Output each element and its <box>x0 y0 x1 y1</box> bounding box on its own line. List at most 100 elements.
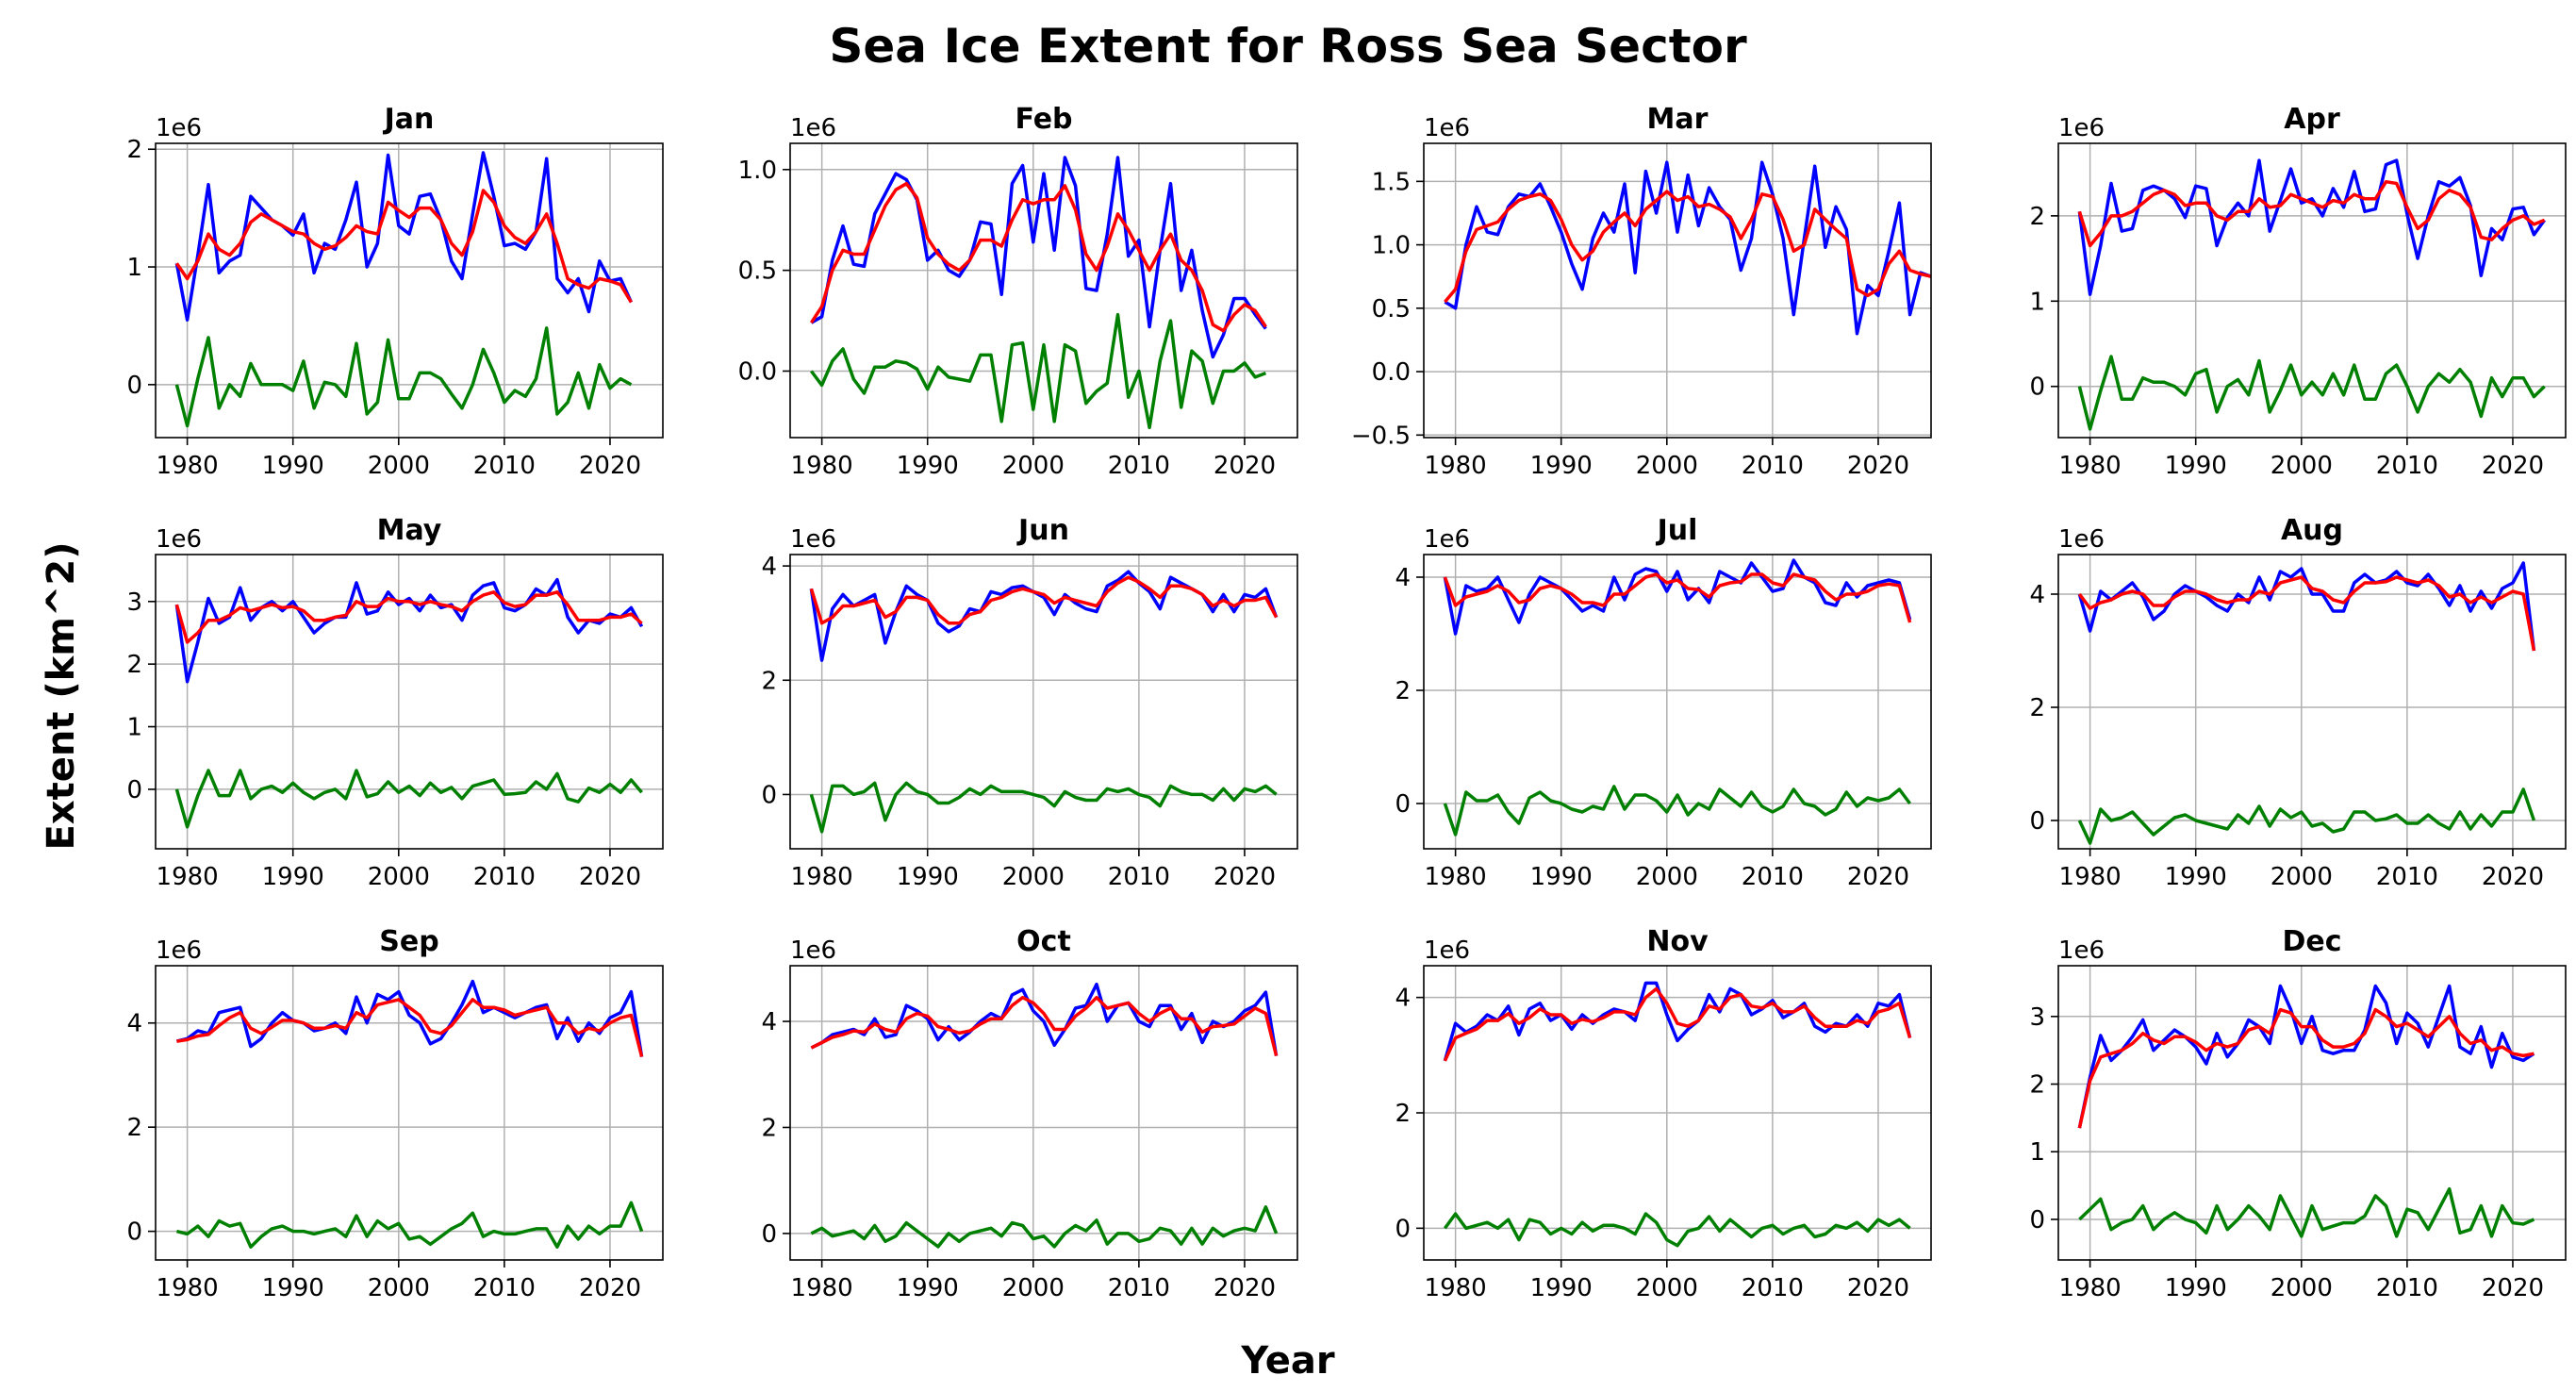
raw-line <box>1444 160 1932 336</box>
raw-line <box>2077 561 2536 652</box>
x-tick-label: 1980 <box>2059 452 2122 480</box>
smooth-line <box>2077 179 2546 248</box>
smooth-line <box>176 998 644 1058</box>
difference-line <box>174 769 643 829</box>
y-tick-label: 1.5 <box>1372 168 1411 196</box>
x-tick-label: 1990 <box>2165 452 2227 480</box>
x-tick-label: 2020 <box>2482 863 2544 891</box>
x-tick-label: 2010 <box>473 863 536 891</box>
x-tick-label: 1990 <box>262 1274 324 1302</box>
x-tick-label: 2000 <box>1636 452 1698 480</box>
y-tick-label: 2 <box>2029 1071 2045 1100</box>
x-tick-label: 1990 <box>1530 863 1593 891</box>
y-tick-label: 4 <box>1395 564 1411 592</box>
subplot-title: May <box>377 514 442 547</box>
subplot-mar: 1980 1990 2000 2010 2020 −0.5 0.0 0.5 1.0 1.5 1e6 M… <box>1351 103 1932 480</box>
x-tick-label: 2000 <box>368 1274 430 1302</box>
subplot-title: Apr <box>2284 103 2340 136</box>
x-tick-label: 1980 <box>1425 1274 1487 1302</box>
y-tick-label: 2 <box>1395 677 1411 705</box>
y-tick-label: 2 <box>126 136 142 164</box>
x-tick-label: 2020 <box>2482 1274 2544 1302</box>
y-tick-label: 0 <box>1395 1215 1411 1243</box>
subplot-jun: 1980 1990 2000 2010 2020 0 2 4 1e6 Jun <box>761 514 1298 891</box>
y-tick-label: 0 <box>2029 807 2045 836</box>
y-tick-label: 4 <box>761 553 777 581</box>
raw-line <box>174 151 633 322</box>
subplot-feb: 1980 1990 2000 2010 2020 0.0 0.5 1.0 1e6 Feb <box>738 103 1298 480</box>
y-offset-text: 1e6 <box>790 525 836 554</box>
y-tick-label: 2 <box>126 1114 142 1142</box>
difference-line <box>1443 1212 1911 1248</box>
x-tick-label: 1990 <box>1530 452 1593 480</box>
x-tick-label: 1980 <box>1425 452 1487 480</box>
axes-frame <box>2057 554 2567 850</box>
x-tick-label: 2010 <box>2376 452 2438 480</box>
subplot-title: Jun <box>1016 514 1069 547</box>
x-tick-label: 2010 <box>1108 452 1170 480</box>
x-tick-label: 1990 <box>2165 1274 2227 1302</box>
smooth-line <box>174 590 643 644</box>
x-tick-label: 2010 <box>1742 452 1804 480</box>
raw-line <box>1443 558 1912 636</box>
x-tick-label: 2020 <box>579 452 641 480</box>
y-offset-text: 1e6 <box>790 114 836 142</box>
x-tick-label: 2010 <box>1108 1274 1170 1302</box>
smooth-line <box>1443 986 1912 1062</box>
subplot-oct: 1980 1990 2000 2010 2020 0 2 4 1e6 Oct <box>761 925 1298 1302</box>
x-tick-label: 1990 <box>262 452 324 480</box>
x-tick-label: 2020 <box>579 1274 641 1302</box>
y-tick-label: 3 <box>2029 1003 2045 1032</box>
x-tick-label: 2010 <box>1108 863 1170 891</box>
y-tick-label: 0.0 <box>1372 358 1411 387</box>
subplot-sep: 1980 1990 2000 2010 2020 0 2 4 1e6 Sep <box>126 925 664 1302</box>
x-tick-label: 1990 <box>897 863 959 891</box>
raw-line <box>810 982 1279 1056</box>
x-tick-label: 1990 <box>262 863 324 891</box>
subplot-jul: 1980 1990 2000 2010 2020 0 2 4 1e6 Jul <box>1395 514 1932 891</box>
y-tick-label: 1 <box>2029 288 2045 316</box>
difference-line <box>810 1205 1279 1249</box>
axes-frame <box>155 554 664 850</box>
x-tick-label: 2020 <box>1214 863 1276 891</box>
subplot-dec: 1980 1990 2000 2010 2020 0 1 2 3 1e6 Dec <box>2029 925 2567 1302</box>
axes-frame <box>1423 554 1932 850</box>
y-tick-label: 0 <box>761 1220 777 1249</box>
y-offset-text: 1e6 <box>156 936 202 965</box>
raw-line <box>2077 158 2547 296</box>
y-offset-text: 1e6 <box>1424 114 1470 142</box>
subplot-title: Mar <box>1647 103 1709 136</box>
x-tick-label: 1990 <box>1530 1274 1593 1302</box>
y-tick-label: 1 <box>126 714 142 742</box>
x-tick-label: 2000 <box>368 863 430 891</box>
subplot-title: Jan <box>383 103 435 136</box>
difference-line <box>2078 1186 2535 1238</box>
x-tick-label: 1980 <box>2059 863 2122 891</box>
subplot-title: Nov <box>1646 925 1709 958</box>
y-tick-label: 4 <box>761 1008 777 1036</box>
x-tick-label: 1980 <box>791 863 853 891</box>
y-tick-label: 0 <box>126 1218 142 1247</box>
smooth-line <box>1443 572 1912 623</box>
x-tick-label: 2010 <box>473 1274 536 1302</box>
raw-line <box>175 979 644 1057</box>
x-tick-label: 2000 <box>1636 1274 1698 1302</box>
axes-frame <box>789 554 1298 850</box>
x-tick-label: 2020 <box>1847 452 1909 480</box>
subplot-title: Sep <box>379 925 438 958</box>
axes-frame <box>155 965 664 1261</box>
y-tick-label: 2 <box>761 667 777 695</box>
difference-line <box>2077 787 2536 845</box>
axes-frame <box>2057 965 2567 1261</box>
subplot-title: Jul <box>1656 514 1698 547</box>
x-tick-label: 2020 <box>1847 1274 1909 1302</box>
y-tick-label: −0.5 <box>1351 422 1411 450</box>
y-tick-label: 2 <box>2029 694 2045 722</box>
y-tick-label: 1.0 <box>738 157 777 185</box>
y-offset-text: 1e6 <box>2058 114 2105 142</box>
smooth-line <box>2077 1007 2535 1129</box>
difference-line <box>175 1201 644 1249</box>
x-tick-label: 2000 <box>368 452 430 480</box>
subplot-aug: 1980 1990 2000 2010 2020 0 2 4 1e6 Aug <box>2029 514 2567 891</box>
